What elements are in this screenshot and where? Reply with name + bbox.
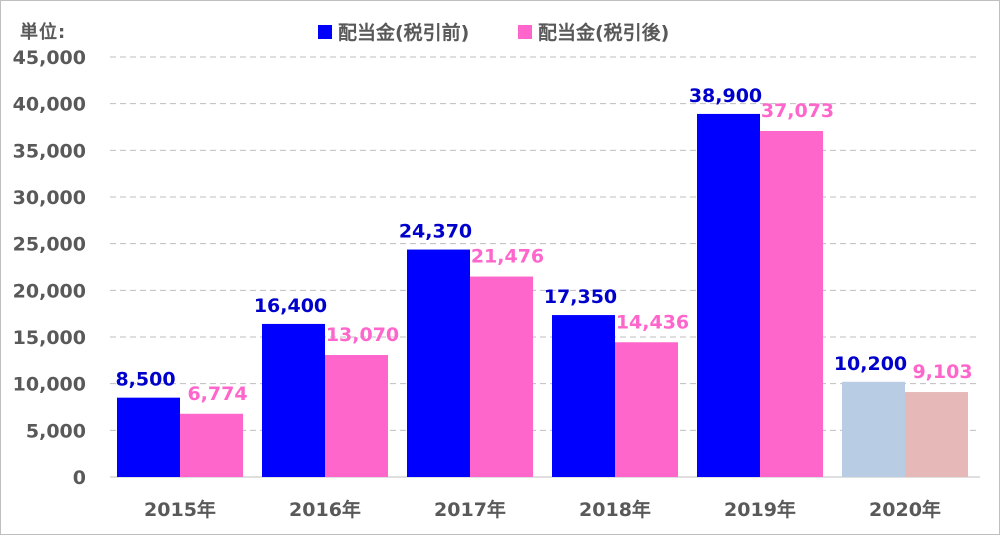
legend-label: 配当金(税引後) bbox=[538, 21, 669, 44]
data-label-pretax: 8,500 bbox=[115, 369, 175, 391]
y-tick-label: 5,000 bbox=[26, 420, 86, 442]
bar-pretax bbox=[407, 249, 470, 477]
y-tick-label: 20,000 bbox=[13, 280, 86, 302]
bar-pretax bbox=[262, 323, 325, 477]
bar-aftertax bbox=[905, 392, 968, 477]
x-axis-labels: 2015年 2016年 2017年 2018年 2019年 2020年 bbox=[144, 498, 941, 521]
y-axis-labels: 0 5,000 10,000 15,000 20,000 25,000 30,000 35,0… bbox=[13, 47, 86, 489]
bar-pretax bbox=[697, 113, 760, 477]
x-tick-label: 2016年 bbox=[289, 498, 361, 521]
data-label-aftertax: 14,436 bbox=[616, 311, 689, 333]
y-tick-label: 40,000 bbox=[13, 94, 86, 116]
data-label-aftertax: 6,774 bbox=[187, 383, 247, 405]
data-label-aftertax: 21,476 bbox=[471, 246, 544, 268]
legend-label: 配当金(税引前) bbox=[338, 21, 469, 44]
bar-aftertax bbox=[760, 130, 823, 477]
y-tick-label: 10,000 bbox=[13, 374, 86, 396]
data-label-pretax: 16,400 bbox=[254, 295, 327, 317]
y-tick-label: 0 bbox=[73, 467, 86, 489]
data-label-pretax: 17,350 bbox=[544, 286, 617, 308]
legend: 配当金(税引前) 配当金(税引後) bbox=[318, 21, 669, 44]
data-label-aftertax: 9,103 bbox=[912, 361, 972, 383]
data-labels: 8,500 6,774 16,400 13,070 24,370 21,47617,350… bbox=[115, 85, 972, 405]
y-tick-label: 30,000 bbox=[13, 187, 86, 209]
x-tick-label: 2018年 bbox=[579, 498, 651, 521]
bar-pretax bbox=[117, 397, 180, 477]
x-tick-label: 2019年 bbox=[724, 498, 796, 521]
bar-aftertax bbox=[325, 355, 388, 477]
gridlines bbox=[110, 56, 980, 478]
bars bbox=[117, 113, 968, 477]
bar-aftertax bbox=[470, 276, 533, 477]
data-label-aftertax: 37,073 bbox=[761, 100, 834, 122]
bar-pretax bbox=[552, 315, 615, 477]
bar-aftertax bbox=[615, 342, 678, 477]
x-tick-label: 2017年 bbox=[434, 498, 506, 521]
x-tick-label: 2020年 bbox=[869, 498, 941, 521]
bar-pretax bbox=[842, 381, 905, 477]
legend-swatch bbox=[518, 25, 532, 39]
y-tick-label: 45,000 bbox=[13, 47, 86, 69]
unit-label: 単位: bbox=[20, 22, 67, 43]
y-tick-label: 15,000 bbox=[13, 327, 86, 349]
y-tick-label: 25,000 bbox=[13, 234, 86, 256]
data-label-aftertax: 13,070 bbox=[326, 324, 399, 346]
data-label-pretax: 38,900 bbox=[689, 85, 762, 107]
bar-aftertax bbox=[180, 413, 243, 477]
y-tick-label: 35,000 bbox=[13, 140, 86, 162]
data-label-pretax: 24,370 bbox=[399, 221, 472, 243]
legend-swatch bbox=[318, 25, 332, 39]
data-label-pretax: 10,200 bbox=[834, 353, 907, 375]
x-tick-label: 2015年 bbox=[144, 498, 216, 521]
